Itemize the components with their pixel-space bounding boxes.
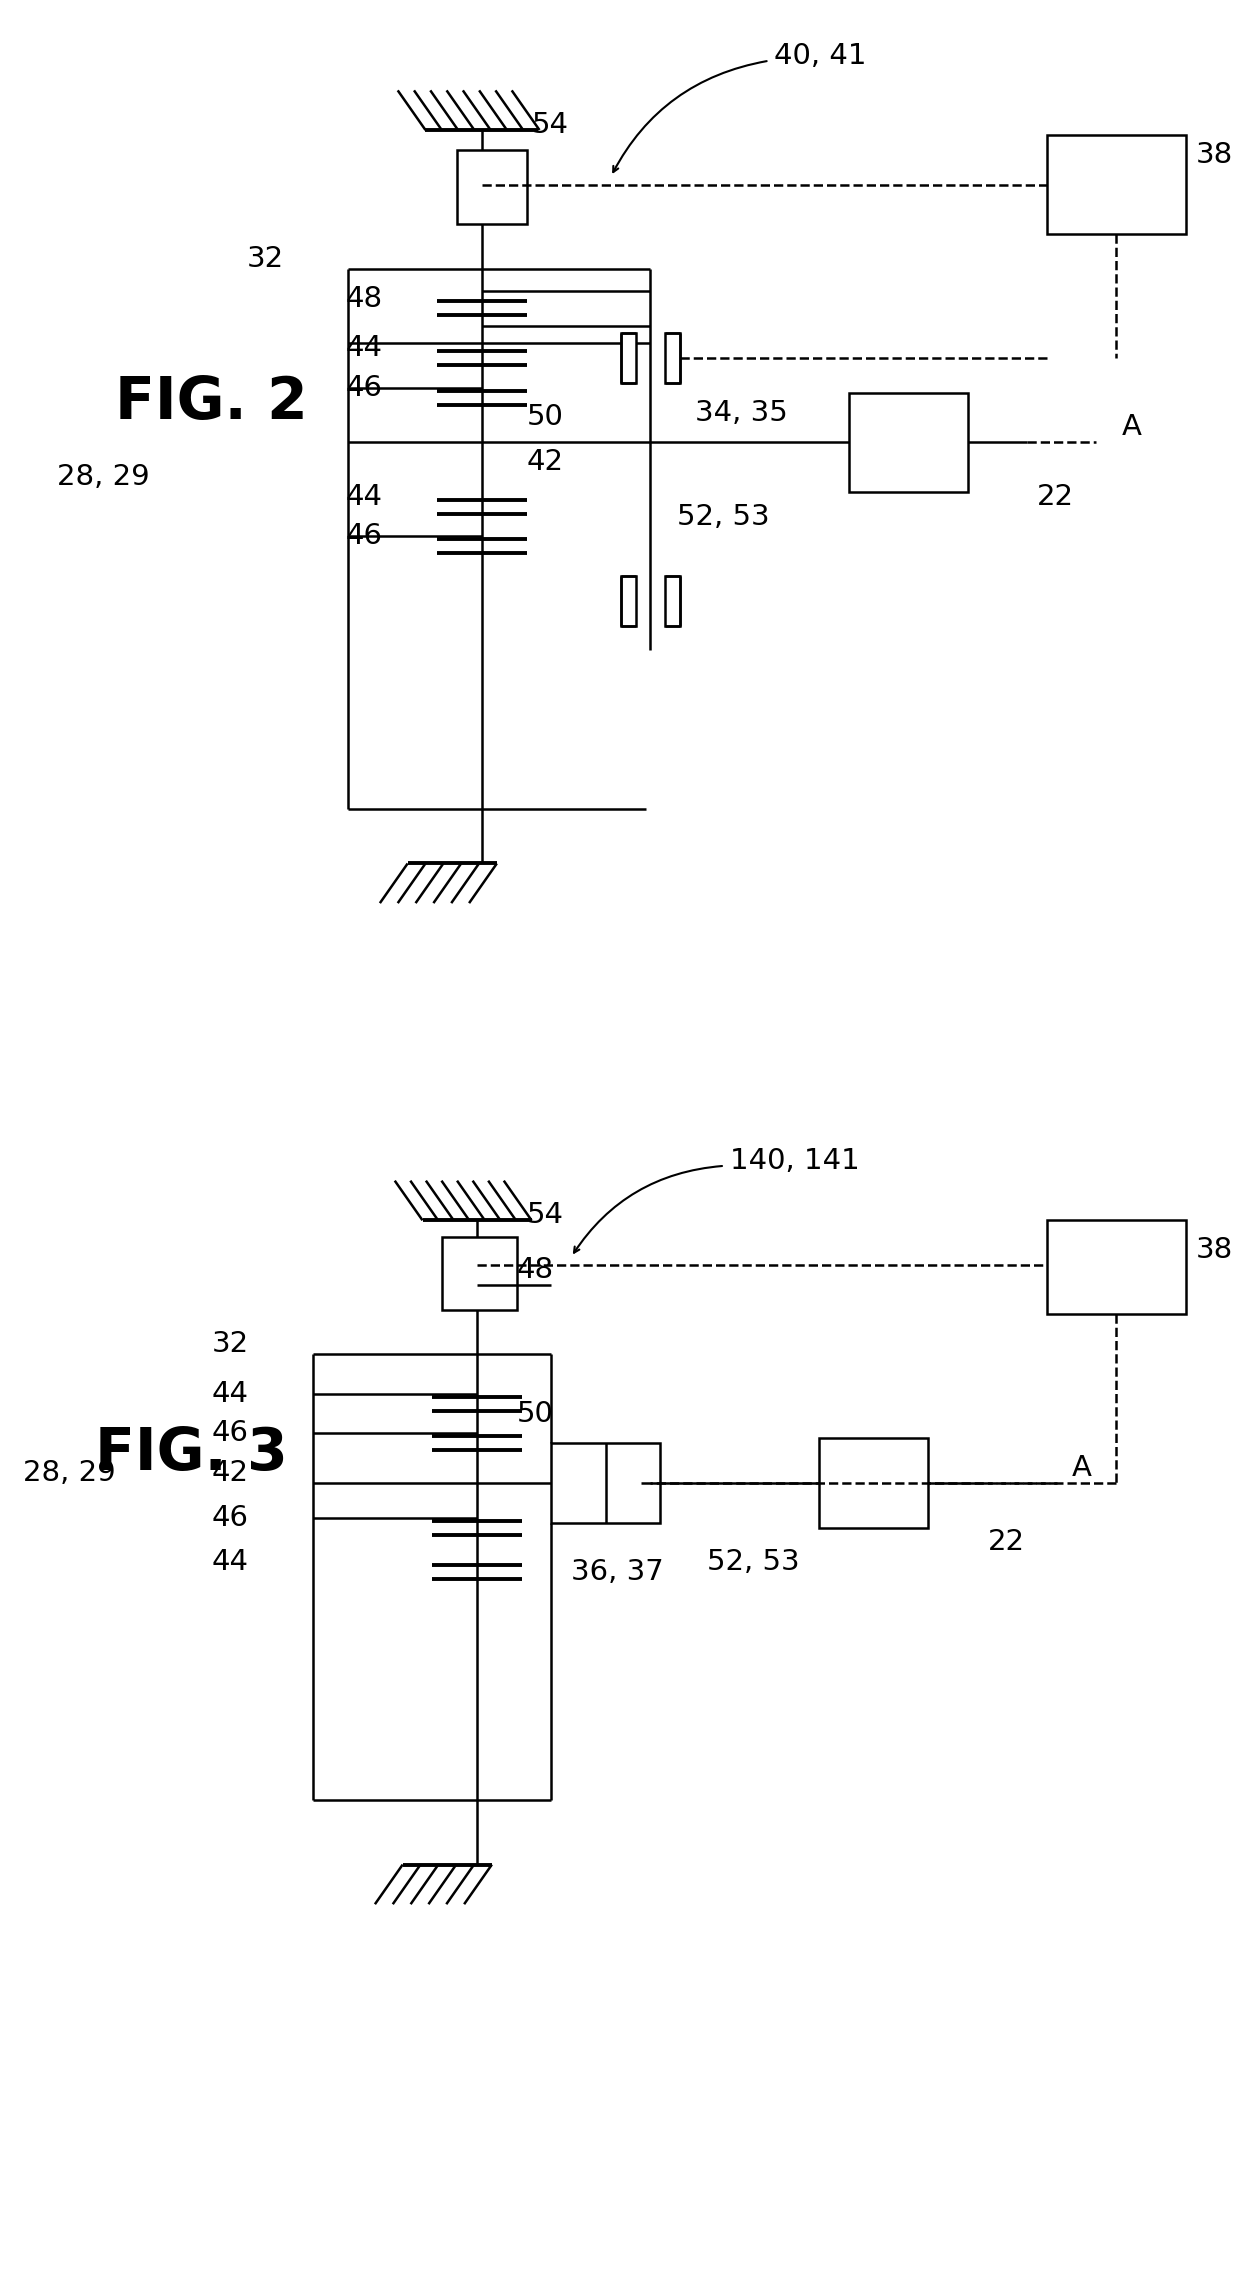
Text: 54: 54: [527, 1202, 563, 1230]
Text: 46: 46: [346, 373, 383, 402]
Text: 28, 29: 28, 29: [22, 1458, 115, 1488]
Text: FIG. 3: FIG. 3: [95, 1424, 288, 1481]
Text: 28, 29: 28, 29: [57, 464, 150, 491]
Text: 22: 22: [1037, 482, 1074, 510]
Text: 40, 41: 40, 41: [774, 41, 867, 69]
Bar: [458, 151, 527, 224]
Text: 36, 37: 36, 37: [572, 1559, 663, 1586]
Text: 46: 46: [212, 1504, 249, 1532]
Text: FIG. 2: FIG. 2: [115, 375, 308, 432]
Text: 52, 53: 52, 53: [707, 1548, 799, 1577]
Text: 46: 46: [346, 523, 383, 551]
Text: 48: 48: [346, 283, 383, 313]
Text: 22: 22: [987, 1529, 1024, 1557]
Text: 38: 38: [1195, 142, 1233, 169]
Text: A: A: [1121, 414, 1141, 441]
Text: 44: 44: [212, 1381, 249, 1408]
Text: 48: 48: [517, 1255, 554, 1285]
Text: 140, 141: 140, 141: [730, 1148, 859, 1175]
Text: 54: 54: [532, 112, 568, 139]
Text: 42: 42: [527, 448, 563, 475]
Text: 44: 44: [346, 482, 383, 510]
Bar: [621, 576, 636, 626]
Text: 42: 42: [212, 1458, 249, 1488]
Text: 34, 35: 34, 35: [696, 398, 787, 427]
Bar: [443, 1237, 517, 1310]
Text: 44: 44: [346, 334, 383, 361]
Text: 32: 32: [212, 1330, 249, 1358]
Text: 52, 53: 52, 53: [677, 503, 769, 530]
Bar: [621, 334, 636, 382]
Text: 50: 50: [517, 1399, 553, 1426]
Text: 50: 50: [527, 402, 563, 432]
Text: 46: 46: [212, 1420, 249, 1447]
Bar: [818, 1438, 928, 1527]
Text: 32: 32: [247, 245, 284, 272]
Bar: [666, 576, 681, 626]
Text: 44: 44: [212, 1548, 249, 1577]
Bar: [848, 393, 967, 491]
Bar: [1047, 135, 1185, 233]
Text: A: A: [1071, 1454, 1091, 1481]
Bar: [666, 334, 681, 382]
Bar: [1047, 1221, 1185, 1314]
Text: 38: 38: [1195, 1237, 1233, 1264]
Bar: [552, 1442, 661, 1522]
